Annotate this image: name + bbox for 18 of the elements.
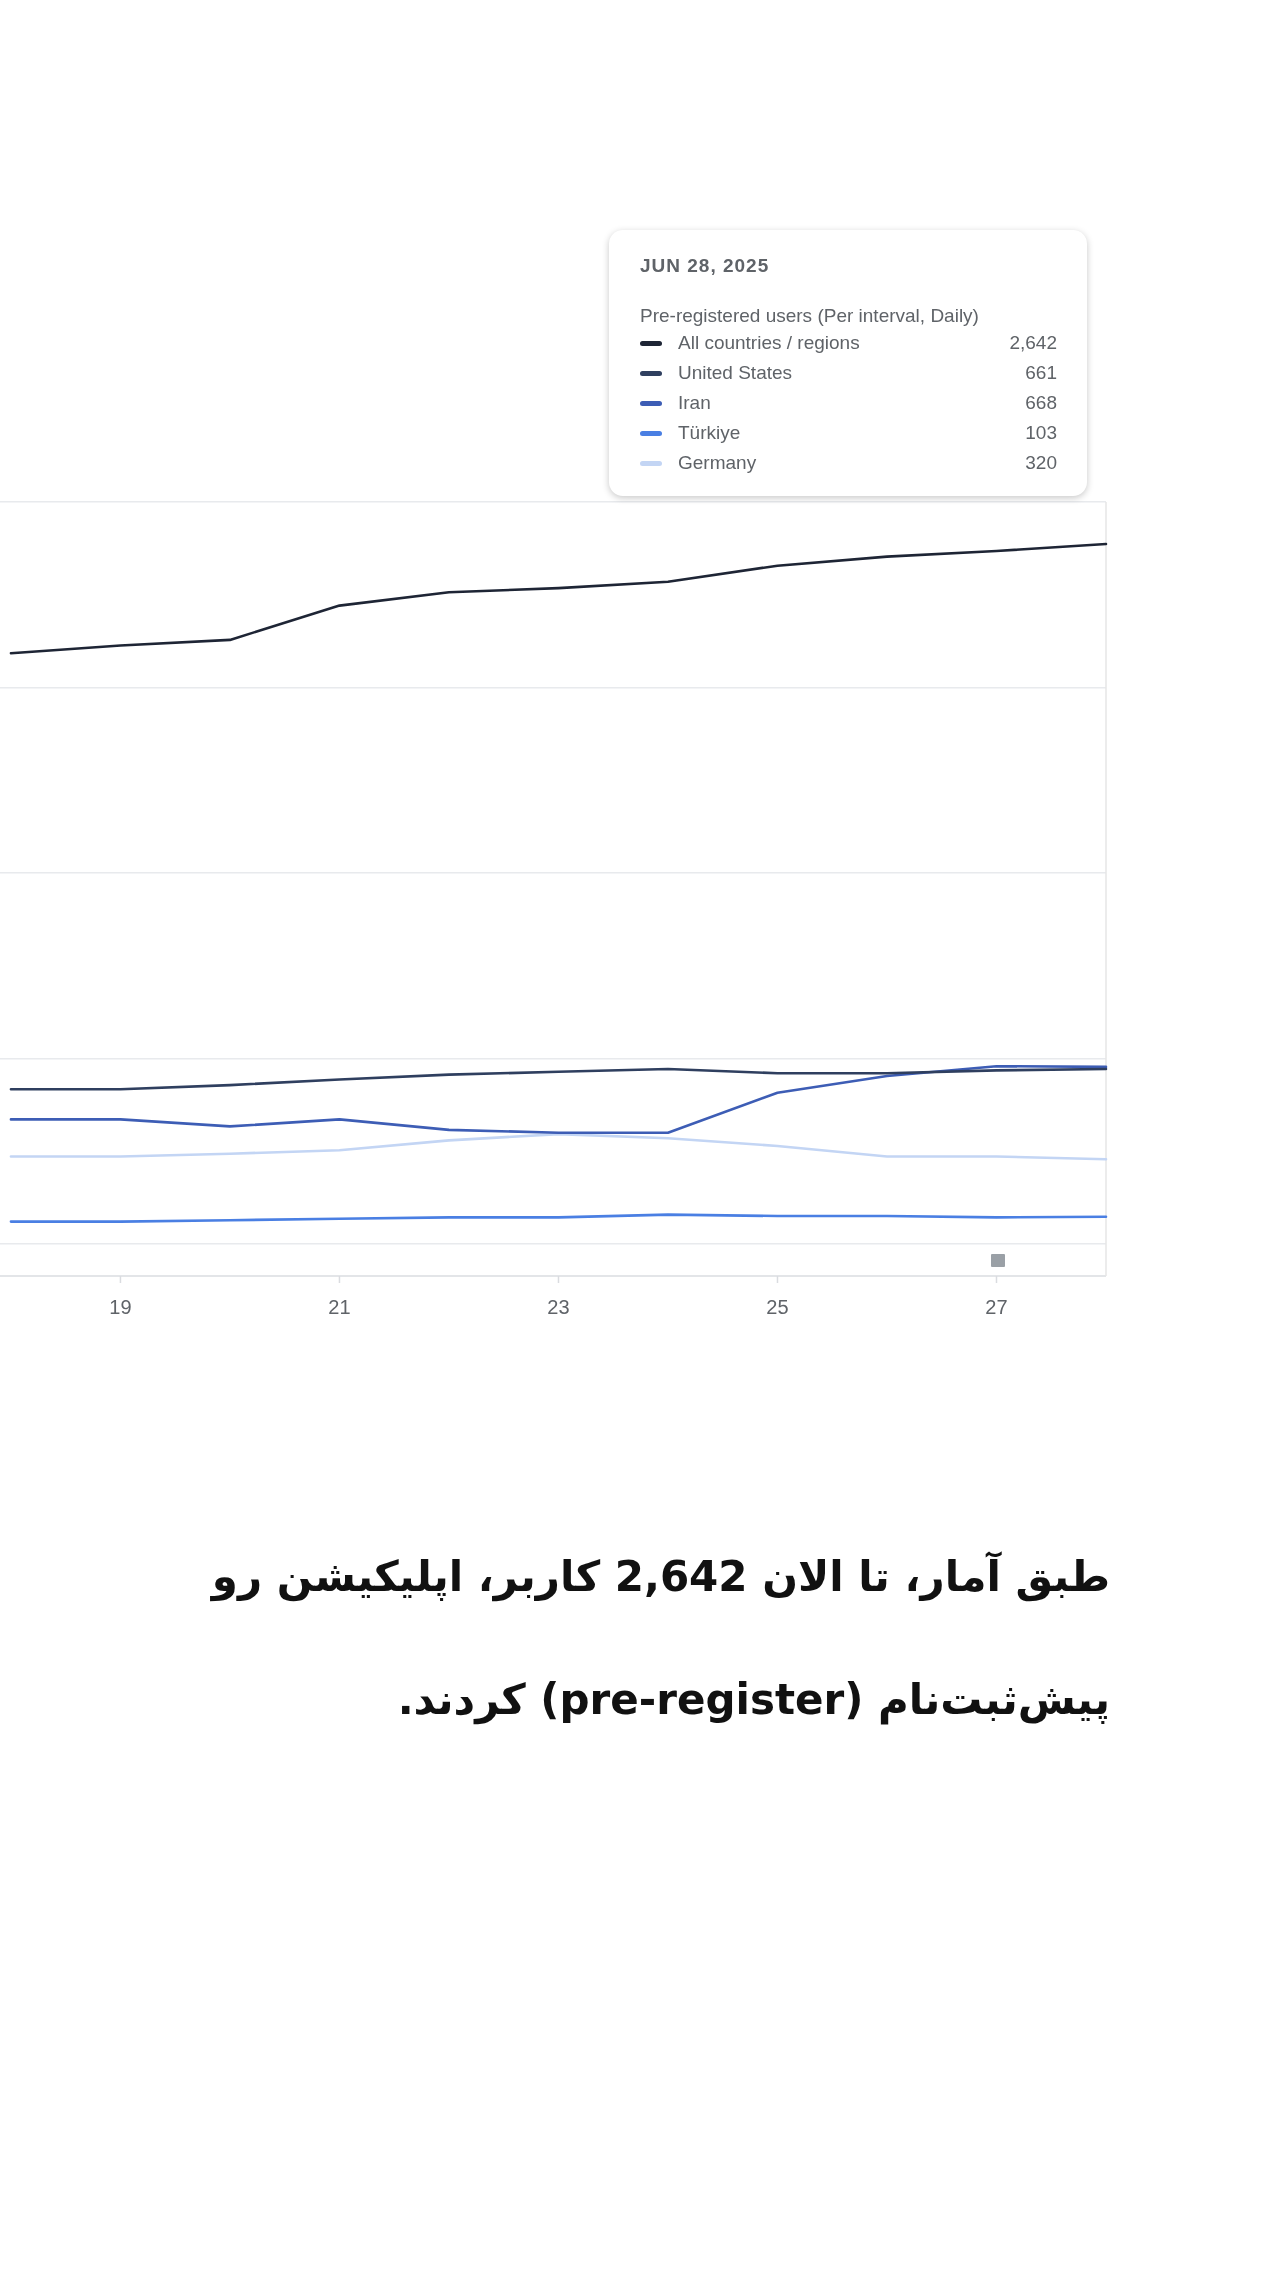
legend-label: All countries / regions bbox=[678, 331, 861, 355]
text: 2,642 bbox=[1009, 331, 1057, 355]
text: 320 bbox=[1025, 451, 1057, 475]
x-tick-label: 19 bbox=[109, 1295, 132, 1318]
text: 661 bbox=[1025, 361, 1057, 385]
legend-label: Iran bbox=[678, 391, 712, 415]
x-tick-label: 25 bbox=[766, 1295, 789, 1318]
x-tick-label: 23 bbox=[547, 1295, 570, 1318]
legend-label: Germany bbox=[678, 451, 758, 475]
x-tick-label: 27 bbox=[985, 1295, 1008, 1318]
text: 103 bbox=[1025, 421, 1057, 445]
text: JUN 28, 2025 bbox=[640, 254, 771, 278]
text: طبق آمار، تا الان 2,642 کاربر، اپلیکیشن رو پیش‌ثبت‌نام (pre-register) کردند. bbox=[211, 1552, 1110, 1724]
legend-label: United States bbox=[678, 361, 794, 385]
x-tick-label: 21 bbox=[328, 1295, 351, 1318]
legend-title: Pre-registered users (Per interval, Daily) bbox=[640, 304, 980, 328]
text: 668 bbox=[1025, 391, 1057, 415]
legend-label: Türkiye bbox=[678, 421, 742, 445]
